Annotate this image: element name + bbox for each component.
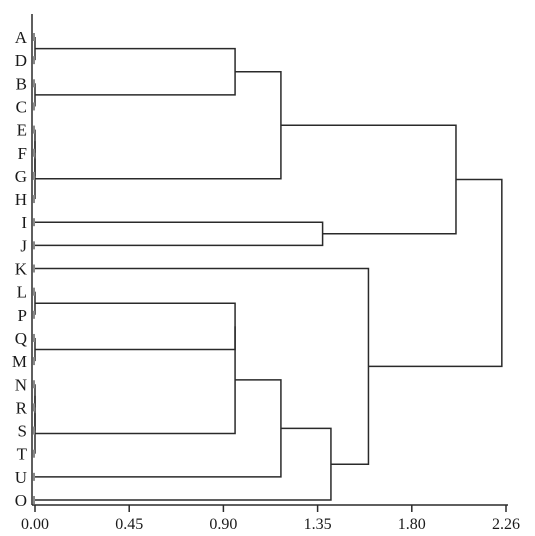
leaf-label: Q [15, 329, 27, 348]
leaf-label: R [16, 398, 28, 417]
dendrogram-link [35, 221, 324, 247]
leaf-label: E [17, 121, 27, 140]
x-tick-label: 0.45 [115, 516, 143, 533]
x-axis: 0.00 0.45 0.90 1.35 1.80 2.26 [21, 14, 520, 533]
leaf-label: H [15, 190, 27, 209]
leaf-label: A [15, 28, 28, 47]
dendrogram-link [35, 47, 236, 96]
leaf-label: L [17, 283, 27, 302]
dendrogram-link [35, 267, 370, 465]
leaf-label: N [15, 375, 27, 394]
leaf-label: D [15, 51, 27, 70]
leaf-label: O [15, 491, 27, 510]
leaf-label: S [18, 422, 27, 441]
leaf-label: M [12, 352, 27, 371]
dendrogram-links [33, 33, 503, 504]
leaf-label: U [15, 468, 27, 487]
leaf-label: P [18, 306, 27, 325]
leaf-label: G [15, 167, 27, 186]
dendrogram-link [35, 302, 236, 351]
leaf-label: K [15, 260, 28, 279]
dendrogram-link [35, 326, 236, 435]
dendrogram-link [368, 178, 503, 368]
leaf-label: I [21, 213, 27, 232]
x-tick-label: 2.26 [492, 516, 520, 533]
x-tick-label: 1.80 [398, 516, 426, 533]
dendrogram-link [35, 427, 332, 501]
x-tick-label: 1.35 [304, 516, 332, 533]
leaf-label: C [16, 97, 27, 116]
x-tick-label: 0.00 [21, 516, 49, 533]
dendrogram-link [35, 379, 282, 478]
leaf-label: B [16, 74, 27, 93]
dendrogram-link [35, 70, 282, 180]
dendrogram-link [280, 124, 457, 235]
leaf-label: F [18, 144, 27, 163]
x-tick-label: 0.90 [209, 516, 237, 533]
leaf-label: T [17, 445, 28, 464]
leaf-label: J [20, 236, 27, 255]
